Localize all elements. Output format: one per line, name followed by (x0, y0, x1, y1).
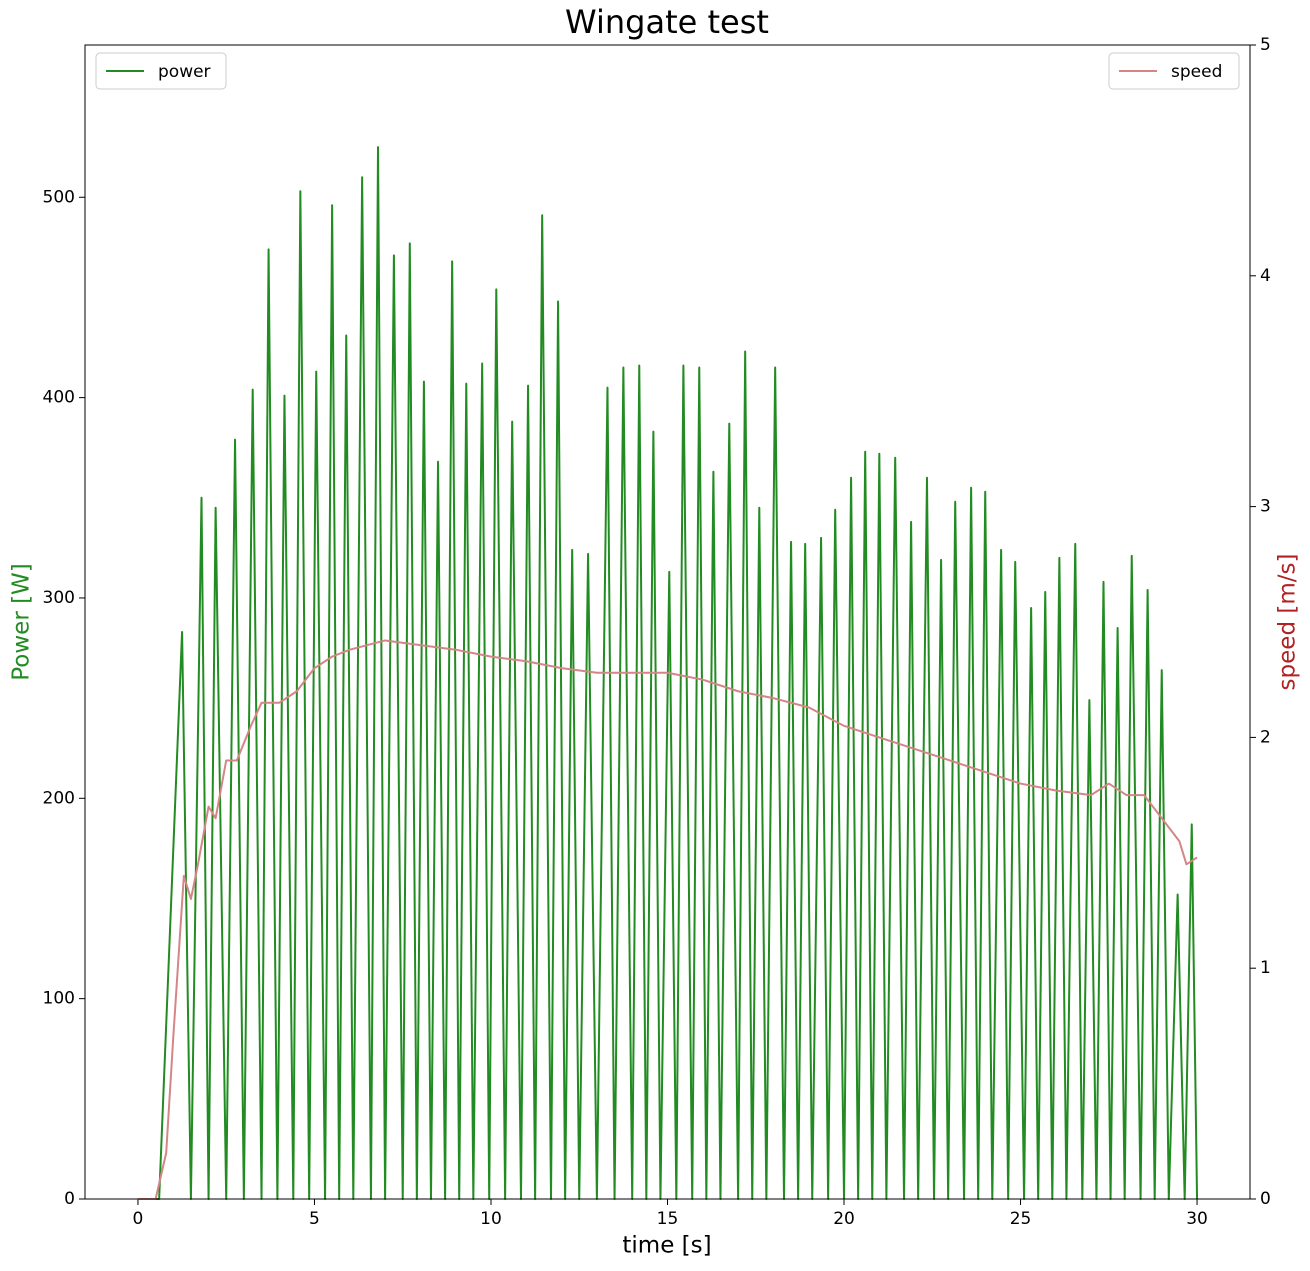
y-tick-label: 0 (64, 1189, 75, 1209)
y2-tick-label: 5 (1260, 35, 1271, 55)
y2-tick-label: 3 (1260, 497, 1271, 517)
x-tick-label: 20 (833, 1209, 855, 1229)
x-axis-label: time [s] (622, 1233, 711, 1259)
y-axis-label: Power [W] (9, 563, 35, 681)
x-tick-label: 25 (1010, 1209, 1032, 1229)
plot-frame (84, 44, 1251, 1200)
x-tick-label: 30 (1186, 1209, 1208, 1229)
y-tick-label: 100 (43, 989, 75, 1009)
y2-tick-label: 1 (1260, 958, 1271, 978)
legend-label: speed (1171, 62, 1222, 82)
legend-box (1108, 52, 1240, 90)
legend-label: power (158, 62, 211, 82)
legend-box (95, 52, 227, 90)
speed-line (137, 639, 1198, 1200)
y-tick-label: 200 (43, 788, 75, 808)
y-tick-label: 500 (43, 187, 75, 207)
y-tick-label: 300 (43, 588, 75, 608)
x-tick-label: 5 (309, 1209, 320, 1229)
x-tick-label: 10 (480, 1209, 502, 1229)
y2-tick-label: 0 (1260, 1189, 1271, 1209)
chart-title: Wingate test (565, 3, 769, 41)
x-tick-label: 0 (133, 1209, 144, 1229)
x-tick-label: 15 (657, 1209, 679, 1229)
y2-axis-label: speed [m/s] (1275, 554, 1301, 691)
y2-tick-label: 4 (1260, 266, 1271, 286)
power-line (137, 146, 1199, 1200)
y-tick-label: 400 (43, 388, 75, 408)
y2-tick-label: 2 (1260, 727, 1271, 747)
